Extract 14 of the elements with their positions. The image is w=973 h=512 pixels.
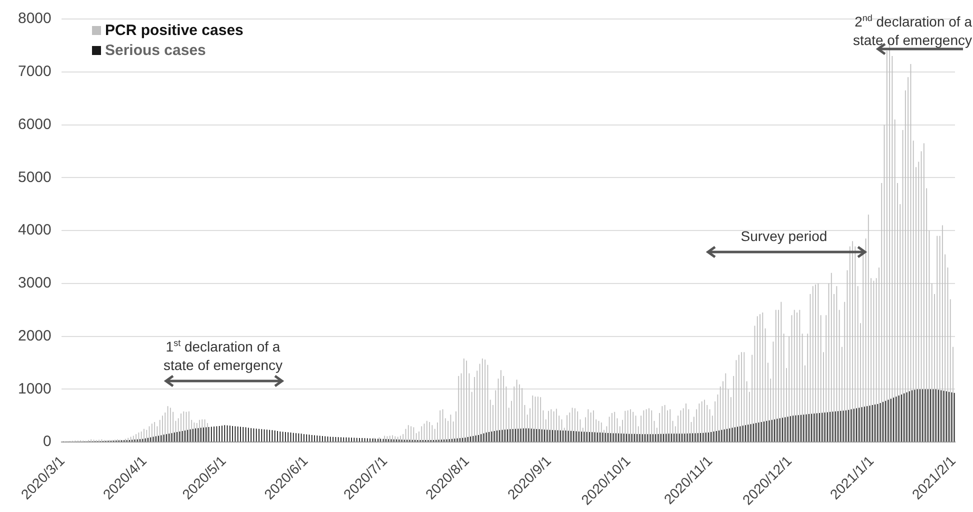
annotation: 2$^{nd}$ declaration of a state of emergency	[852, 12, 972, 49]
y-tick-label: 4000	[18, 222, 52, 239]
y-tick-label: 1000	[18, 380, 52, 398]
y-tick-label: 6000	[18, 116, 52, 133]
legend-label: PCR positive cases	[105, 22, 244, 38]
y-tick-label: 2000	[18, 327, 52, 344]
y-tick-label: 8000	[18, 10, 52, 28]
y-tick-label: 5000	[18, 168, 52, 186]
annotation: Survey period	[740, 227, 828, 245]
y-tick-label: 7000	[18, 63, 52, 80]
legend-label: Serious cases	[105, 42, 206, 58]
y-tick-label: 3000	[18, 274, 52, 292]
annotation: 1$^{st}$ declaration of a state of emergency	[162, 337, 284, 374]
y-tick-label: 0	[43, 433, 52, 450]
